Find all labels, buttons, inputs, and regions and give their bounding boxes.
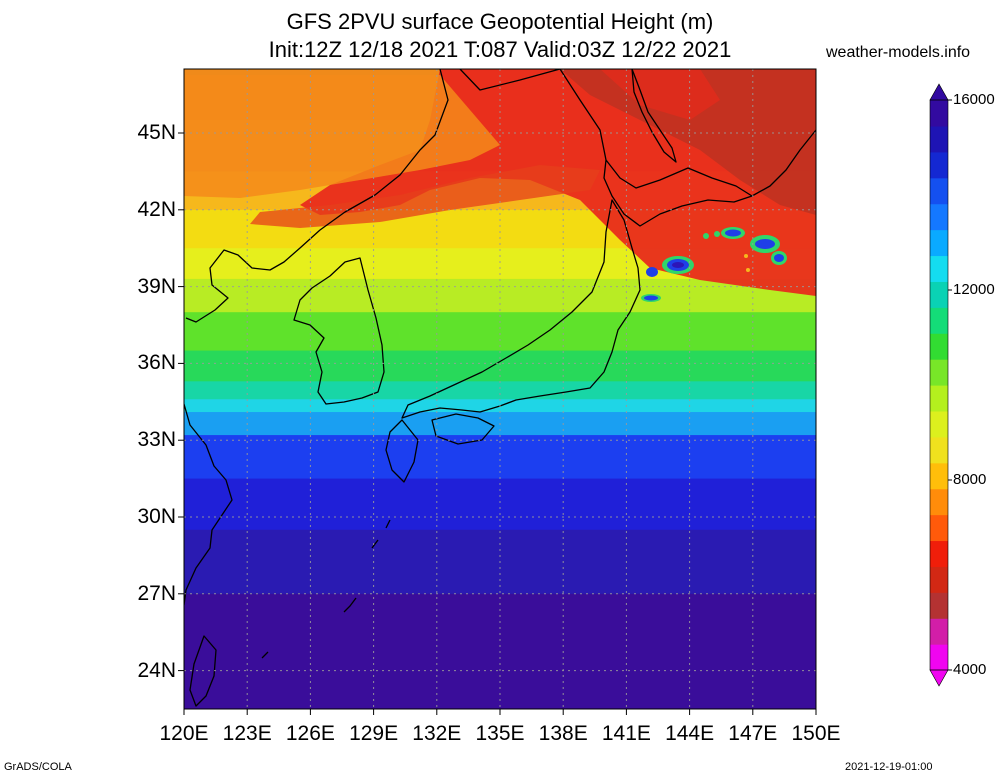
- colorbar-top-arrow: [929, 83, 949, 101]
- colorbar-tick-label: 16000: [953, 91, 995, 108]
- colorbar-swatch: [930, 462, 948, 490]
- colorbar-tick-label: 8000: [953, 471, 987, 488]
- colorbar-swatch: [930, 177, 948, 205]
- lon-label: 138E: [538, 722, 588, 745]
- lon-label: 147E: [728, 722, 778, 745]
- lon-label: 141E: [601, 722, 651, 745]
- colorbar-swatch: [930, 385, 948, 412]
- footer-credit: GrADS/COLA: [4, 761, 72, 773]
- lat-label: 39N: [137, 274, 176, 298]
- lon-label: 150E: [791, 722, 841, 745]
- height-field: [184, 69, 816, 709]
- coastline-ussuri: [459, 69, 607, 161]
- lon-label: 120E: [159, 722, 209, 745]
- red-streak: [250, 165, 600, 228]
- colorbar-tick-label: 12000: [953, 281, 995, 298]
- watermark: weather-models.info: [826, 44, 971, 61]
- coastlines: [184, 69, 816, 707]
- field-band: [184, 278, 816, 314]
- colorbar-swatch: [930, 488, 948, 516]
- axis-ticks: [178, 132, 817, 715]
- colorbar-swatch: [930, 566, 948, 593]
- colorbar-swatch: [930, 307, 948, 334]
- coastline-kurils: [751, 129, 816, 197]
- field-band: [184, 350, 816, 383]
- colorbar-swatch: [930, 333, 948, 360]
- coastline-honshu: [401, 199, 641, 419]
- colorbar-swatch: [930, 592, 948, 619]
- colorbar-bottom-arrow: [929, 669, 949, 687]
- lat-label: 45N: [137, 121, 176, 144]
- lat-label: 33N: [137, 428, 176, 452]
- coastline-hokkaido: [603, 159, 753, 227]
- coastline-ryukyu: [261, 519, 391, 659]
- colorbar-swatch: [930, 229, 948, 257]
- lat-label: 36N: [137, 351, 176, 375]
- colorbar-swatch: [930, 151, 948, 179]
- colorbar-frame: [929, 99, 949, 671]
- colorbar-swatch: [930, 203, 948, 231]
- coastline-taiwan: [189, 635, 217, 707]
- colorbar-swatch: [930, 100, 948, 127]
- field-band: [184, 478, 816, 531]
- lon-label: 126E: [285, 722, 335, 745]
- colorbar-swatch: [930, 644, 948, 671]
- lat-label: 30N: [137, 505, 176, 528]
- colorbar-swatch: [930, 618, 948, 645]
- coastline-korea: [293, 257, 385, 405]
- graticule: [184, 69, 816, 709]
- colorbar-tick-label: 4000: [953, 661, 987, 678]
- lon-label: 123E: [222, 722, 272, 745]
- lat-label: 27N: [137, 581, 176, 605]
- cutoff-blobs: [641, 227, 787, 302]
- colorbar-swatch: [930, 281, 948, 308]
- lat-label: 24N: [137, 658, 176, 682]
- orange-streak: [184, 75, 500, 198]
- field-band: [184, 381, 816, 401]
- colorbar-swatch: [930, 514, 948, 542]
- lon-label: 132E: [412, 722, 462, 745]
- lon-label: 129E: [349, 722, 399, 745]
- colorbar-swatch: [930, 359, 948, 386]
- colorbar-swatch: [930, 540, 948, 567]
- coastline-asia: [184, 69, 449, 606]
- lat-label: 42N: [137, 197, 176, 221]
- colorbar: [929, 83, 952, 687]
- chart-subtitle: Init:12Z 12/18 2021 T:087 Valid:03Z 12/2…: [268, 37, 732, 62]
- coastline-sakhalin: [631, 69, 677, 163]
- coastline-kyushu-shikoku: [385, 413, 495, 483]
- colorbar-swatch: [930, 255, 948, 282]
- footer-timestamp: 2021-12-19-01:00: [845, 761, 933, 773]
- colorbar-swatch: [930, 410, 948, 438]
- colorbar-swatch: [930, 125, 948, 153]
- lon-label: 135E: [475, 722, 525, 745]
- chart-title: GFS 2PVU surface Geopotential Height (m): [286, 9, 714, 34]
- colorbar-swatch: [930, 436, 948, 464]
- lon-label: 144E: [665, 722, 715, 745]
- dark-red-region: [560, 69, 816, 215]
